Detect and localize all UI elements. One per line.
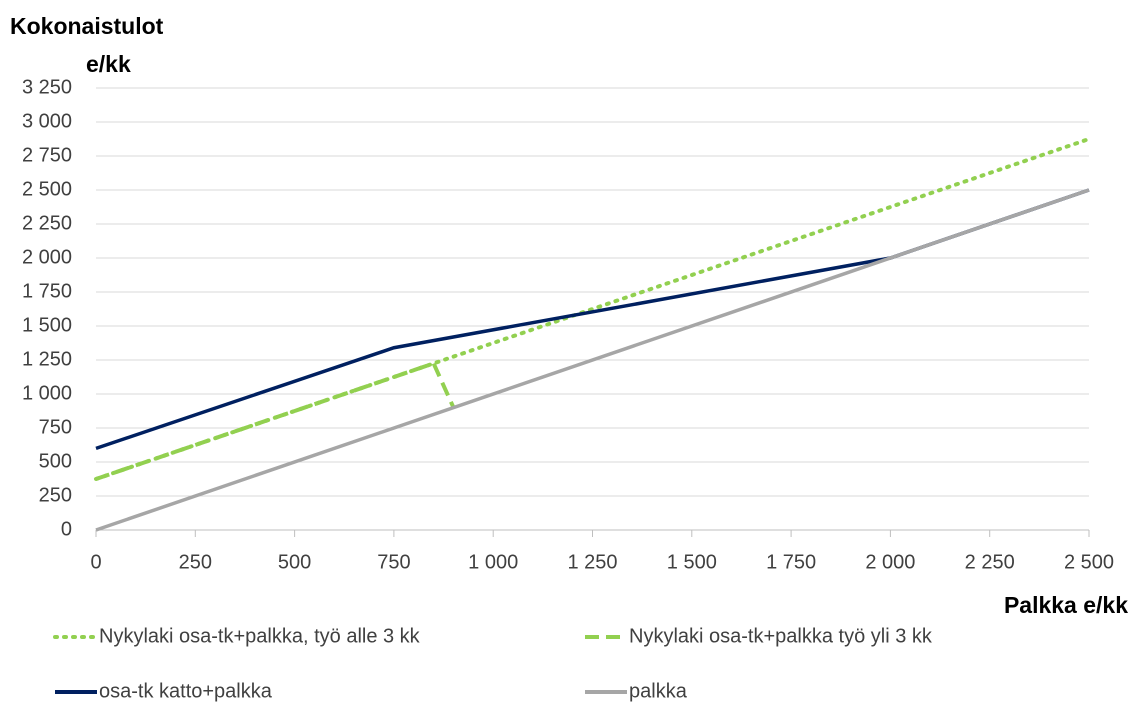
x-tick-label: 2 500 bbox=[1064, 551, 1114, 573]
x-tick-label: 1 000 bbox=[468, 551, 518, 573]
x-tick-label: 500 bbox=[278, 551, 311, 573]
legend-label: Nykylaki osa-tk+palkka, työ alle 3 kk bbox=[99, 625, 421, 647]
legend-label: Nykylaki osa-tk+palkka työ yli 3 kk bbox=[629, 625, 933, 647]
x-tick-label: 1 250 bbox=[567, 551, 617, 573]
y-tick-label: 3 000 bbox=[22, 110, 72, 132]
y-tick-label: 2 750 bbox=[22, 144, 72, 166]
legend-label: palkka bbox=[629, 680, 688, 702]
x-tick-label: 2 250 bbox=[965, 551, 1015, 573]
data-line bbox=[95, 188, 1090, 532]
y-tick-label: 2 250 bbox=[22, 212, 72, 234]
y-tick-label: 1 750 bbox=[22, 280, 72, 302]
legend-label: osa-tk katto+palkka bbox=[99, 680, 273, 702]
y-tick-label: 3 250 bbox=[22, 76, 72, 98]
x-tick-label: 1 750 bbox=[766, 551, 816, 573]
x-tick-label: 750 bbox=[377, 551, 410, 573]
x-axis-title: Palkka e/kk bbox=[1004, 592, 1128, 618]
y-tick-label: 1 250 bbox=[22, 348, 72, 370]
y-axis-title: Kokonaistulot bbox=[10, 13, 164, 39]
x-tick-label: 0 bbox=[90, 551, 101, 573]
y-tick-label: 250 bbox=[39, 484, 72, 506]
y-tick-label: 500 bbox=[39, 450, 72, 472]
x-tick-label: 250 bbox=[179, 551, 212, 573]
y-tick-label: 750 bbox=[39, 416, 72, 438]
x-tick-label: 1 500 bbox=[667, 551, 717, 573]
data-line bbox=[95, 360, 456, 481]
y-axis-title: e/kk bbox=[86, 51, 131, 77]
y-tick-label: 1 500 bbox=[22, 314, 72, 336]
y-tick-label: 2 500 bbox=[22, 178, 72, 200]
x-tick-label: 2 000 bbox=[865, 551, 915, 573]
y-tick-label: 2 000 bbox=[22, 246, 72, 268]
y-tick-label: 1 000 bbox=[22, 382, 72, 404]
y-tick-label: 0 bbox=[61, 518, 72, 540]
